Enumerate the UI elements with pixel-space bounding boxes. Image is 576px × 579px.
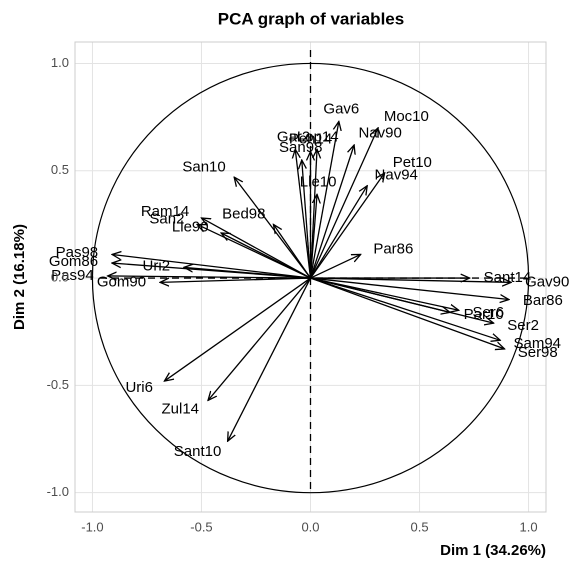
variable-arrow bbox=[310, 277, 505, 349]
variable-arrow bbox=[309, 128, 379, 279]
variable-label: Gom90 bbox=[97, 274, 146, 291]
variable-label: San98 bbox=[279, 139, 322, 156]
variable-arrow bbox=[310, 254, 361, 279]
variable-arrow bbox=[302, 160, 312, 279]
variable-label: Sant10 bbox=[174, 443, 222, 460]
variable-arrow bbox=[112, 254, 311, 279]
variable-label: Zul14 bbox=[161, 401, 199, 418]
variable-arrow bbox=[184, 267, 311, 279]
y-axis-label: Dim 2 (16.18%) bbox=[11, 224, 28, 330]
variable-arrow bbox=[309, 121, 339, 279]
variable-label: Bar86 bbox=[523, 292, 563, 309]
variable-arrow bbox=[273, 224, 312, 279]
variable-arrow bbox=[164, 277, 311, 381]
y-tick-label: 1.0 bbox=[51, 55, 69, 70]
variable-label: Bed98 bbox=[222, 206, 265, 223]
variable-label: Pas94 bbox=[51, 267, 94, 284]
variable-arrow bbox=[310, 277, 509, 299]
variable-label: Pas98 bbox=[56, 244, 99, 261]
variable-label: Gav90 bbox=[525, 274, 569, 291]
x-axis-label: Dim 1 (34.26%) bbox=[440, 542, 546, 559]
variable-label: Uri6 bbox=[125, 379, 153, 396]
x-tick-label: -1.0 bbox=[81, 519, 103, 534]
y-tick-label: -0.5 bbox=[47, 377, 69, 392]
variable-arrow bbox=[201, 218, 311, 279]
variable-label: Sam94 bbox=[514, 335, 562, 352]
variable-arrow bbox=[310, 277, 459, 310]
variable-arrow bbox=[160, 277, 311, 282]
variable-arrow bbox=[310, 277, 512, 282]
chart-title: PCA graph of variables bbox=[218, 9, 404, 28]
x-tick-label: 0.0 bbox=[301, 519, 319, 534]
variable-label: San10 bbox=[182, 159, 225, 176]
variable-label: San2 bbox=[149, 210, 184, 227]
variable-arrow bbox=[108, 276, 311, 278]
variable-label: Ser98 bbox=[518, 344, 558, 361]
variable-arrow bbox=[309, 173, 385, 279]
variable-label: Ram14 bbox=[141, 203, 189, 220]
variable-label: Lle90 bbox=[172, 219, 209, 236]
variable-arrow bbox=[310, 277, 501, 340]
variable-label: Gom86 bbox=[49, 253, 98, 270]
x-tick-label: 1.0 bbox=[520, 519, 538, 534]
variable-label: Pen14 bbox=[289, 130, 332, 147]
variable-label: Pet10 bbox=[393, 154, 432, 171]
variable-label: Moc10 bbox=[384, 108, 429, 125]
x-tick-label: 0.5 bbox=[410, 519, 428, 534]
variable-arrow bbox=[295, 149, 312, 279]
variable-arrow bbox=[228, 277, 312, 441]
variable-arrow bbox=[208, 277, 311, 400]
variable-label: Sant14 bbox=[484, 269, 532, 286]
y-tick-label: 0.0 bbox=[51, 270, 69, 285]
variable-arrow bbox=[309, 194, 318, 279]
variable-label: Lop14 bbox=[297, 128, 339, 145]
variable-label: Lle10 bbox=[300, 173, 337, 190]
variable-label: Nav94 bbox=[375, 167, 418, 184]
variable-label: Gav6 bbox=[323, 101, 359, 118]
variable-label: Ser2 bbox=[507, 317, 539, 334]
y-tick-label: -1.0 bbox=[47, 484, 69, 499]
variable-arrow bbox=[234, 177, 312, 279]
x-tick-label: -0.5 bbox=[190, 519, 212, 534]
variable-arrow bbox=[310, 277, 494, 323]
panel-border bbox=[74, 41, 547, 513]
variable-label: Ser6 bbox=[472, 304, 504, 321]
variable-label: Gar2 bbox=[277, 128, 310, 145]
variable-arrow bbox=[309, 186, 368, 279]
variable-arrow bbox=[221, 233, 311, 279]
variable-label: Nav90 bbox=[358, 125, 401, 142]
variable-label: Uri2 bbox=[143, 257, 171, 274]
y-tick-label: 0.5 bbox=[51, 162, 69, 177]
variable-label: Par86 bbox=[373, 240, 413, 257]
variable-arrow bbox=[309, 145, 355, 279]
